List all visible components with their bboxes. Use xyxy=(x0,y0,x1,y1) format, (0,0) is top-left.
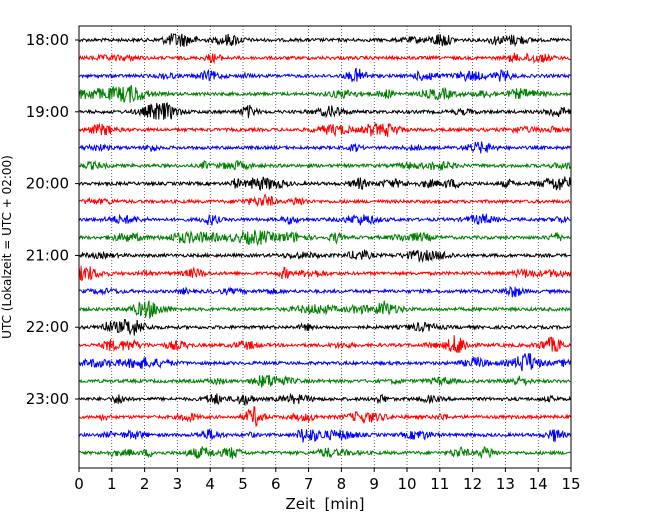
y-tick-label: 23:00 xyxy=(26,390,69,408)
seismogram-trace xyxy=(78,212,571,226)
seismogram-trace xyxy=(78,392,571,406)
seismogram-trace xyxy=(78,428,571,443)
seismogram-trace xyxy=(78,406,571,428)
seismogram-trace xyxy=(78,265,571,282)
seismogram-trace xyxy=(78,176,571,192)
x-tick-label: 2 xyxy=(140,475,150,493)
seismogram-trace xyxy=(78,141,571,154)
x-tick-label: 3 xyxy=(173,475,183,493)
x-tick-label: 13 xyxy=(496,475,515,493)
seismogram-trace xyxy=(78,335,571,354)
seismogram-trace xyxy=(78,193,571,208)
x-tick-label: 10 xyxy=(397,475,416,493)
y-tick-label: 20:00 xyxy=(26,175,69,193)
x-tick-label: 4 xyxy=(205,475,215,493)
plot-frame xyxy=(78,25,572,469)
y-tick-label: 22:00 xyxy=(26,318,69,336)
seismogram-trace xyxy=(78,33,571,48)
x-axis-ticks: 0 1 2 3 4 5 6 7 8 9 10 11 12 13 14 15 xyxy=(74,468,581,493)
y-tick-label: 18:00 xyxy=(26,31,69,49)
seismogram-trace xyxy=(78,229,571,247)
y-axis-ticks: 18:00 19:00 20:00 21:00 22:00 23:00 xyxy=(26,31,79,408)
x-tick-label: 9 xyxy=(369,475,379,493)
seismogram-trace xyxy=(78,121,571,138)
seismogram-trace xyxy=(78,299,571,320)
seismogram-trace xyxy=(78,318,571,336)
x-tick-label: 7 xyxy=(304,475,314,493)
x-tick-label: 8 xyxy=(337,475,347,493)
seismogram-trace xyxy=(78,84,571,103)
y-tick-label: 19:00 xyxy=(26,103,69,121)
y-axis-title: UTC (Lokalzeit = UTC + 02:00) xyxy=(0,155,14,339)
seismogram-trace xyxy=(78,248,571,264)
y-tick-label: 21:00 xyxy=(26,246,69,264)
x-axis-title: Zeit [min] xyxy=(285,495,364,513)
x-tick-label: 6 xyxy=(271,475,281,493)
seismogram-trace xyxy=(78,374,571,388)
seismogram-trace xyxy=(78,352,571,372)
x-tick-label: 14 xyxy=(529,475,548,493)
x-tick-label: 12 xyxy=(463,475,482,493)
seismogram-trace xyxy=(78,159,571,171)
x-tick-label: 11 xyxy=(430,475,449,493)
x-tick-label: 1 xyxy=(107,475,117,493)
x-tick-label: 5 xyxy=(238,475,248,493)
x-tick-label: 0 xyxy=(74,475,84,493)
seismogram-trace xyxy=(78,285,571,298)
seismogram-trace xyxy=(78,445,571,460)
seismogram-trace xyxy=(78,67,571,83)
seismogram-traces xyxy=(78,33,571,460)
x-tick-label: 15 xyxy=(561,475,580,493)
seismogram-trace xyxy=(78,52,571,65)
seismogram-trace xyxy=(78,101,571,120)
